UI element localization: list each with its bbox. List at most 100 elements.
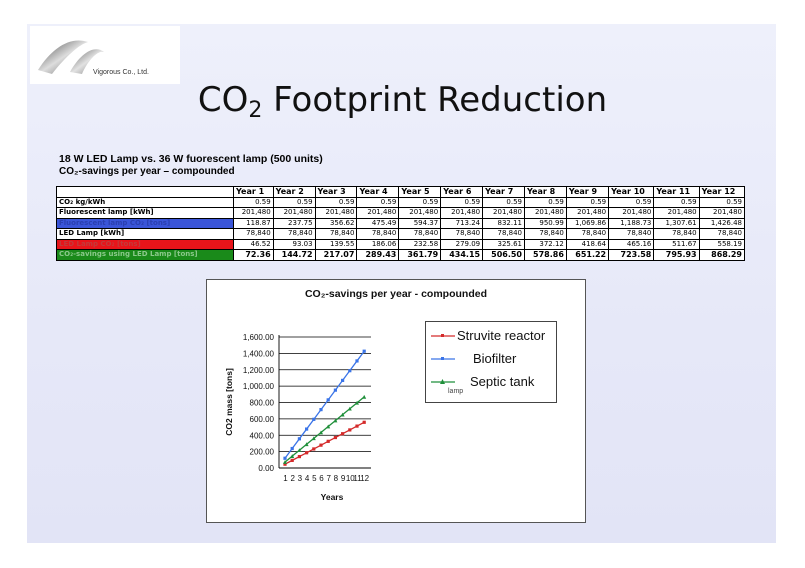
- table-cell: 325.61: [482, 238, 525, 250]
- chart-frame: CO₂-savings per year - compounded 0.00 200…: [206, 279, 586, 523]
- table-cell: 723.58: [608, 249, 655, 261]
- row-label: Fluorescent lamp CO₂ [tons]: [56, 217, 234, 229]
- table-cell: 1,188.73: [608, 217, 655, 229]
- row-label: LED Lamp [kWh]: [56, 228, 234, 240]
- y-tick-label: 800.00: [250, 399, 275, 408]
- x-tick-label: 6: [319, 474, 324, 483]
- year-header: Year 10: [608, 186, 655, 198]
- table-cell: 0.59: [233, 196, 274, 208]
- table-cell: 217.07: [314, 249, 358, 261]
- table-cell: 950.99: [524, 217, 567, 229]
- data-point: [355, 359, 359, 363]
- table-cell: 201,480: [698, 207, 746, 219]
- table-cell: 0.59: [698, 196, 746, 208]
- table-cell: 78,840: [398, 228, 442, 240]
- row-label: CO₂ kg/kWh: [56, 196, 234, 208]
- table-cell: 361.79: [398, 249, 442, 261]
- year-header: Year 12: [698, 186, 746, 198]
- y-tick-label: 1,200.00: [243, 366, 275, 375]
- table-cell: 78,840: [272, 228, 316, 240]
- table-row: CO₂ kg/kWh 0.59 0.59 0.59 0.59 0.59 0.59 0.59 0.…: [56, 196, 746, 208]
- legend-item-biofilter: Biofilter: [426, 350, 556, 368]
- data-point: [283, 460, 287, 464]
- table-cell: 118.87: [233, 217, 274, 229]
- table-cell: 578.86: [524, 249, 567, 261]
- data-point: [319, 408, 323, 412]
- table-cell: 0.59: [314, 196, 358, 208]
- table-cell: 1,069.86: [565, 217, 610, 229]
- table-cell: 0.59: [608, 196, 655, 208]
- x-tick-label: 10: [346, 474, 355, 483]
- table-cell: 78,840: [524, 228, 567, 240]
- savings-table: Year 1 Year 2 Year 3 Year 4 Year 5 Year …: [56, 186, 746, 261]
- table-cell: 78,840: [356, 228, 400, 240]
- x-tick-label: 4: [305, 474, 310, 483]
- x-tick-label: 1: [283, 474, 288, 483]
- y-tick-label: 1,000.00: [243, 382, 275, 391]
- table-cell: 594.37: [398, 217, 442, 229]
- table-cell: 0.59: [482, 196, 525, 208]
- table-cell: 506.50: [482, 249, 525, 261]
- year-header: Year 7: [482, 186, 525, 198]
- table-cell: 201,480: [565, 207, 610, 219]
- table-cell: 1,307.61: [653, 217, 700, 229]
- legend-marker-icon: [431, 334, 455, 337]
- table-cell: 78,840: [314, 228, 358, 240]
- data-point: [355, 400, 359, 405]
- y-axis-label: CO2 mass [tons]: [224, 368, 234, 436]
- data-point: [333, 418, 338, 423]
- data-point: [304, 442, 309, 447]
- table-row: CO₂-savings using LED Lamp [tons] 72.36 14…: [56, 249, 746, 261]
- table-cell: 237.75: [272, 217, 316, 229]
- y-tick-label: 400.00: [250, 431, 275, 440]
- table-cell: 0.59: [565, 196, 610, 208]
- table-cell: 139.55: [314, 238, 358, 250]
- table-cell: 511.67: [653, 238, 700, 250]
- row-label: LED Lamp CO₂ [tons]: [56, 238, 234, 250]
- legend-label: Biofilter: [473, 351, 517, 366]
- table-cell: 0.59: [440, 196, 484, 208]
- table-cell: 832.11: [482, 217, 525, 229]
- y-tick-label: 0.00: [258, 464, 274, 473]
- table-row: Fluorescent lamp CO₂ [tons] 118.87 237.75 3…: [56, 217, 746, 229]
- x-tick-label: 11: [353, 474, 362, 483]
- table-cell: 558.19: [698, 238, 746, 250]
- data-point: [348, 428, 352, 432]
- y-tick-label: 600.00: [250, 415, 275, 424]
- y-tick-label: 1,400.00: [243, 349, 275, 358]
- data-point: [290, 454, 295, 458]
- table-cell: 868.29: [698, 249, 746, 261]
- table-cell: 418.64: [565, 238, 610, 250]
- legend-item-struvite-reactor: Struvite reactor: [426, 327, 556, 345]
- legend-marker-icon: [431, 357, 455, 360]
- data-point: [305, 451, 309, 455]
- table-cell: 78,840: [608, 228, 655, 240]
- company-logo: Vigorous Co., Ltd.: [30, 26, 180, 84]
- table-cell: 201,480: [314, 207, 358, 219]
- legend-label: Struvite reactor: [457, 328, 546, 343]
- x-tick-label: 8: [334, 474, 339, 483]
- data-point: [326, 424, 331, 429]
- data-point: [319, 443, 323, 447]
- table-cell: 372.12: [524, 238, 567, 250]
- year-header: Year 6: [440, 186, 484, 198]
- table-cell: 78,840: [440, 228, 484, 240]
- data-point: [297, 448, 302, 453]
- data-point: [312, 417, 316, 421]
- table-cell: 72.36: [233, 249, 274, 261]
- table-cell: 1,426.48: [698, 217, 746, 229]
- chart-title: CO₂-savings per year - compounded: [305, 288, 487, 300]
- line-chart: CO₂-savings per year - compounded 0.00 200…: [224, 288, 487, 502]
- data-point: [333, 435, 337, 440]
- subtitle-comparison: 18 W LED Lamp vs. 36 W fuorescent lamp (…: [59, 153, 323, 165]
- data-point: [333, 388, 337, 392]
- data-point: [297, 437, 301, 441]
- series-line: [284, 350, 365, 459]
- table-cell: 0.59: [653, 196, 700, 208]
- table-cell: 186.06: [356, 238, 400, 250]
- table-cell: 0.59: [398, 196, 442, 208]
- year-header: Year 8: [524, 186, 567, 198]
- series-line: [284, 396, 365, 463]
- table-row: Fluorescent lamp [kWh] 201,480 201,480 201,…: [56, 207, 746, 219]
- table-cell: 0.59: [356, 196, 400, 208]
